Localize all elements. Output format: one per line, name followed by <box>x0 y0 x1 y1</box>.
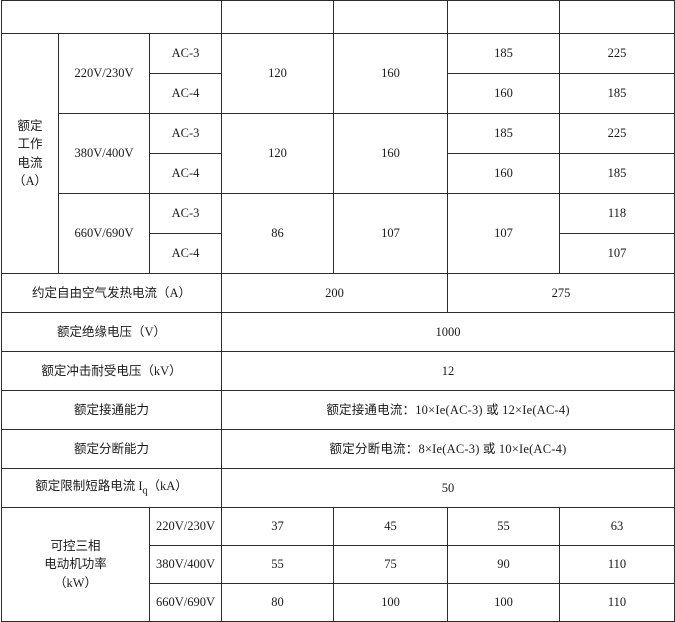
breaking-capacity-label: 额定分断能力 <box>0 429 223 469</box>
motor-power-220v-tgc160: 45 <box>333 507 449 546</box>
motor-power-380v-tgc160: 75 <box>333 545 449 584</box>
table-row-660v-ac3: 660V/690V AC-3 86 107 107 118 <box>2 193 675 274</box>
motor-power-voltage-380v: 380V/400V <box>148 545 223 584</box>
motor-power-label-line-1: 可控三相 <box>50 539 101 554</box>
table-header-row: 型号 TGC1-120 TGC1-160 TGC1-185 TGC1-225 <box>0 0 675 34</box>
cell-380v-ac3-tgc225: 225 <box>559 113 675 154</box>
cell-380v-tgc120: 120 <box>221 113 335 194</box>
table-row-380v-ac3: 380V/400V AC-3 120 160 185 225 <box>2 113 675 194</box>
motor-power-380v-tgc185: 90 <box>447 545 561 584</box>
cell-660v-tgc160: 107 <box>333 193 449 274</box>
motor-power-voltage-220v: 220V/230V <box>148 507 223 546</box>
table-row-motor-power-220v: 可控三相 电动机功率 （kW） 220V/230V 37 45 55 63 <box>1 507 675 622</box>
duty-label-660v-ac3: AC-3 <box>148 193 223 234</box>
table-row-thermal-current: 约定自由空气发热电流（A） 200 275 <box>0 273 675 313</box>
rated-current-label: 额定 工作 电流 （A） <box>1 33 59 274</box>
making-capacity-label: 额定接通能力 <box>0 390 223 430</box>
table-row-short-circuit-current: 额定限制短路电流 Iq（kA） 50 <box>0 468 675 508</box>
insulation-voltage-label: 额定绝缘电压（V） <box>0 312 223 352</box>
motor-power-220v-tgc225: 63 <box>559 507 675 546</box>
thermal-current-label: 约定自由空气发热电流（A） <box>0 273 223 313</box>
header-model-tgc1-160: TGC1-160 <box>333 0 449 34</box>
short-circuit-current-label: 额定限制短路电流 Iq（kA） <box>0 468 223 508</box>
cell-220v-ac3-tgc185: 185 <box>447 33 561 74</box>
short-circuit-label-prefix: 额定限制短路电流 I <box>35 479 143 493</box>
cell-380v-ac4-tgc225: 185 <box>559 153 675 194</box>
table-row-impulse-voltage: 额定冲击耐受电压（kV） 12 <box>0 351 675 391</box>
cell-220v-ac3-tgc225: 225 <box>559 33 675 74</box>
table-row-220v-ac3: 额定 工作 电流 （A） 220V/230V AC-3 120 160 185 … <box>1 33 675 274</box>
motor-power-220v-tgc120: 37 <box>221 507 335 546</box>
table-row-making-capacity: 额定接通能力 额定接通电流：10×Ie(AC-3) 或 12×Ie(AC-4) <box>0 390 675 430</box>
short-circuit-current-value: 50 <box>221 468 675 508</box>
cell-380v-ac3-tgc185: 185 <box>447 113 561 154</box>
header-model-tgc1-185: TGC1-185 <box>447 0 561 34</box>
header-model-tgc1-120: TGC1-120 <box>221 0 335 34</box>
cell-380v-tgc160: 160 <box>333 113 449 194</box>
short-circuit-label-suffix: （kA） <box>147 479 188 493</box>
making-capacity-value: 额定接通电流：10×Ie(AC-3) 或 12×Ie(AC-4) <box>221 390 675 430</box>
motor-power-label-line-3: （kW） <box>53 575 98 590</box>
table-row-breaking-capacity: 额定分断能力 额定分断电流：8×Ie(AC-3) 或 10×Ie(AC-4) <box>0 429 675 469</box>
rated-current-label-line-4: （A） <box>12 173 48 188</box>
thermal-current-value-left: 200 <box>221 273 449 313</box>
motor-power-label-line-2: 电动机功率 <box>44 557 107 572</box>
duty-label-220v-ac4: AC-4 <box>148 73 223 114</box>
cell-660v-tgc120: 86 <box>221 193 335 274</box>
cell-220v-ac4-tgc185: 160 <box>447 73 561 114</box>
table-row-220v-ac4: AC-4 160 185 <box>2 73 675 114</box>
impulse-voltage-value: 12 <box>221 351 675 391</box>
cell-220v-ac4-tgc225: 185 <box>559 73 675 114</box>
short-circuit-label-sub: q <box>142 485 148 497</box>
rated-current-label-line-1: 额定 <box>17 119 43 134</box>
thermal-current-value-right: 275 <box>447 273 675 313</box>
duty-label-380v-ac3: AC-3 <box>148 113 223 154</box>
rated-current-label-line-2: 工作 <box>17 137 43 152</box>
cell-380v-ac4-tgc185: 160 <box>447 153 561 194</box>
duty-label-380v-ac4: AC-4 <box>148 153 223 194</box>
motor-power-220v-tgc185: 55 <box>447 507 561 546</box>
motor-power-label: 可控三相 电动机功率 （kW） <box>1 507 150 622</box>
table-row-660v-ac4: AC-4 107 <box>2 233 675 274</box>
header-model-tgc1-225: TGC1-225 <box>559 0 675 34</box>
motor-power-380v-tgc120: 55 <box>221 545 335 584</box>
header-model-label: 型号 <box>0 0 223 34</box>
voltage-label-220v: 220V/230V <box>58 33 150 114</box>
cell-660v-ac3-tgc225: 118 <box>559 193 675 234</box>
rated-current-label-line-3: 电流 <box>17 155 43 170</box>
impulse-voltage-label: 额定冲击耐受电压（kV） <box>0 351 223 391</box>
cell-660v-ac4-tgc225: 107 <box>559 233 675 274</box>
duty-label-660v-ac4: AC-4 <box>148 233 223 274</box>
table-row-insulation-voltage: 额定绝缘电压（V） 1000 <box>0 312 675 352</box>
duty-label-220v-ac3: AC-3 <box>148 33 223 74</box>
insulation-voltage-value: 1000 <box>221 312 675 352</box>
table-row-380v-ac4: AC-4 160 185 <box>2 153 675 194</box>
cell-220v-tgc160: 160 <box>333 33 449 114</box>
motor-power-380v-tgc225: 110 <box>559 545 675 584</box>
voltage-label-380v: 380V/400V <box>58 113 150 194</box>
cell-660v-tgc185: 107 <box>447 193 561 274</box>
voltage-label-660v: 660V/690V <box>58 193 150 274</box>
breaking-capacity-value: 额定分断电流：8×Ie(AC-3) 或 10×Ie(AC-4) <box>221 429 675 469</box>
cell-220v-tgc120: 120 <box>221 33 335 114</box>
